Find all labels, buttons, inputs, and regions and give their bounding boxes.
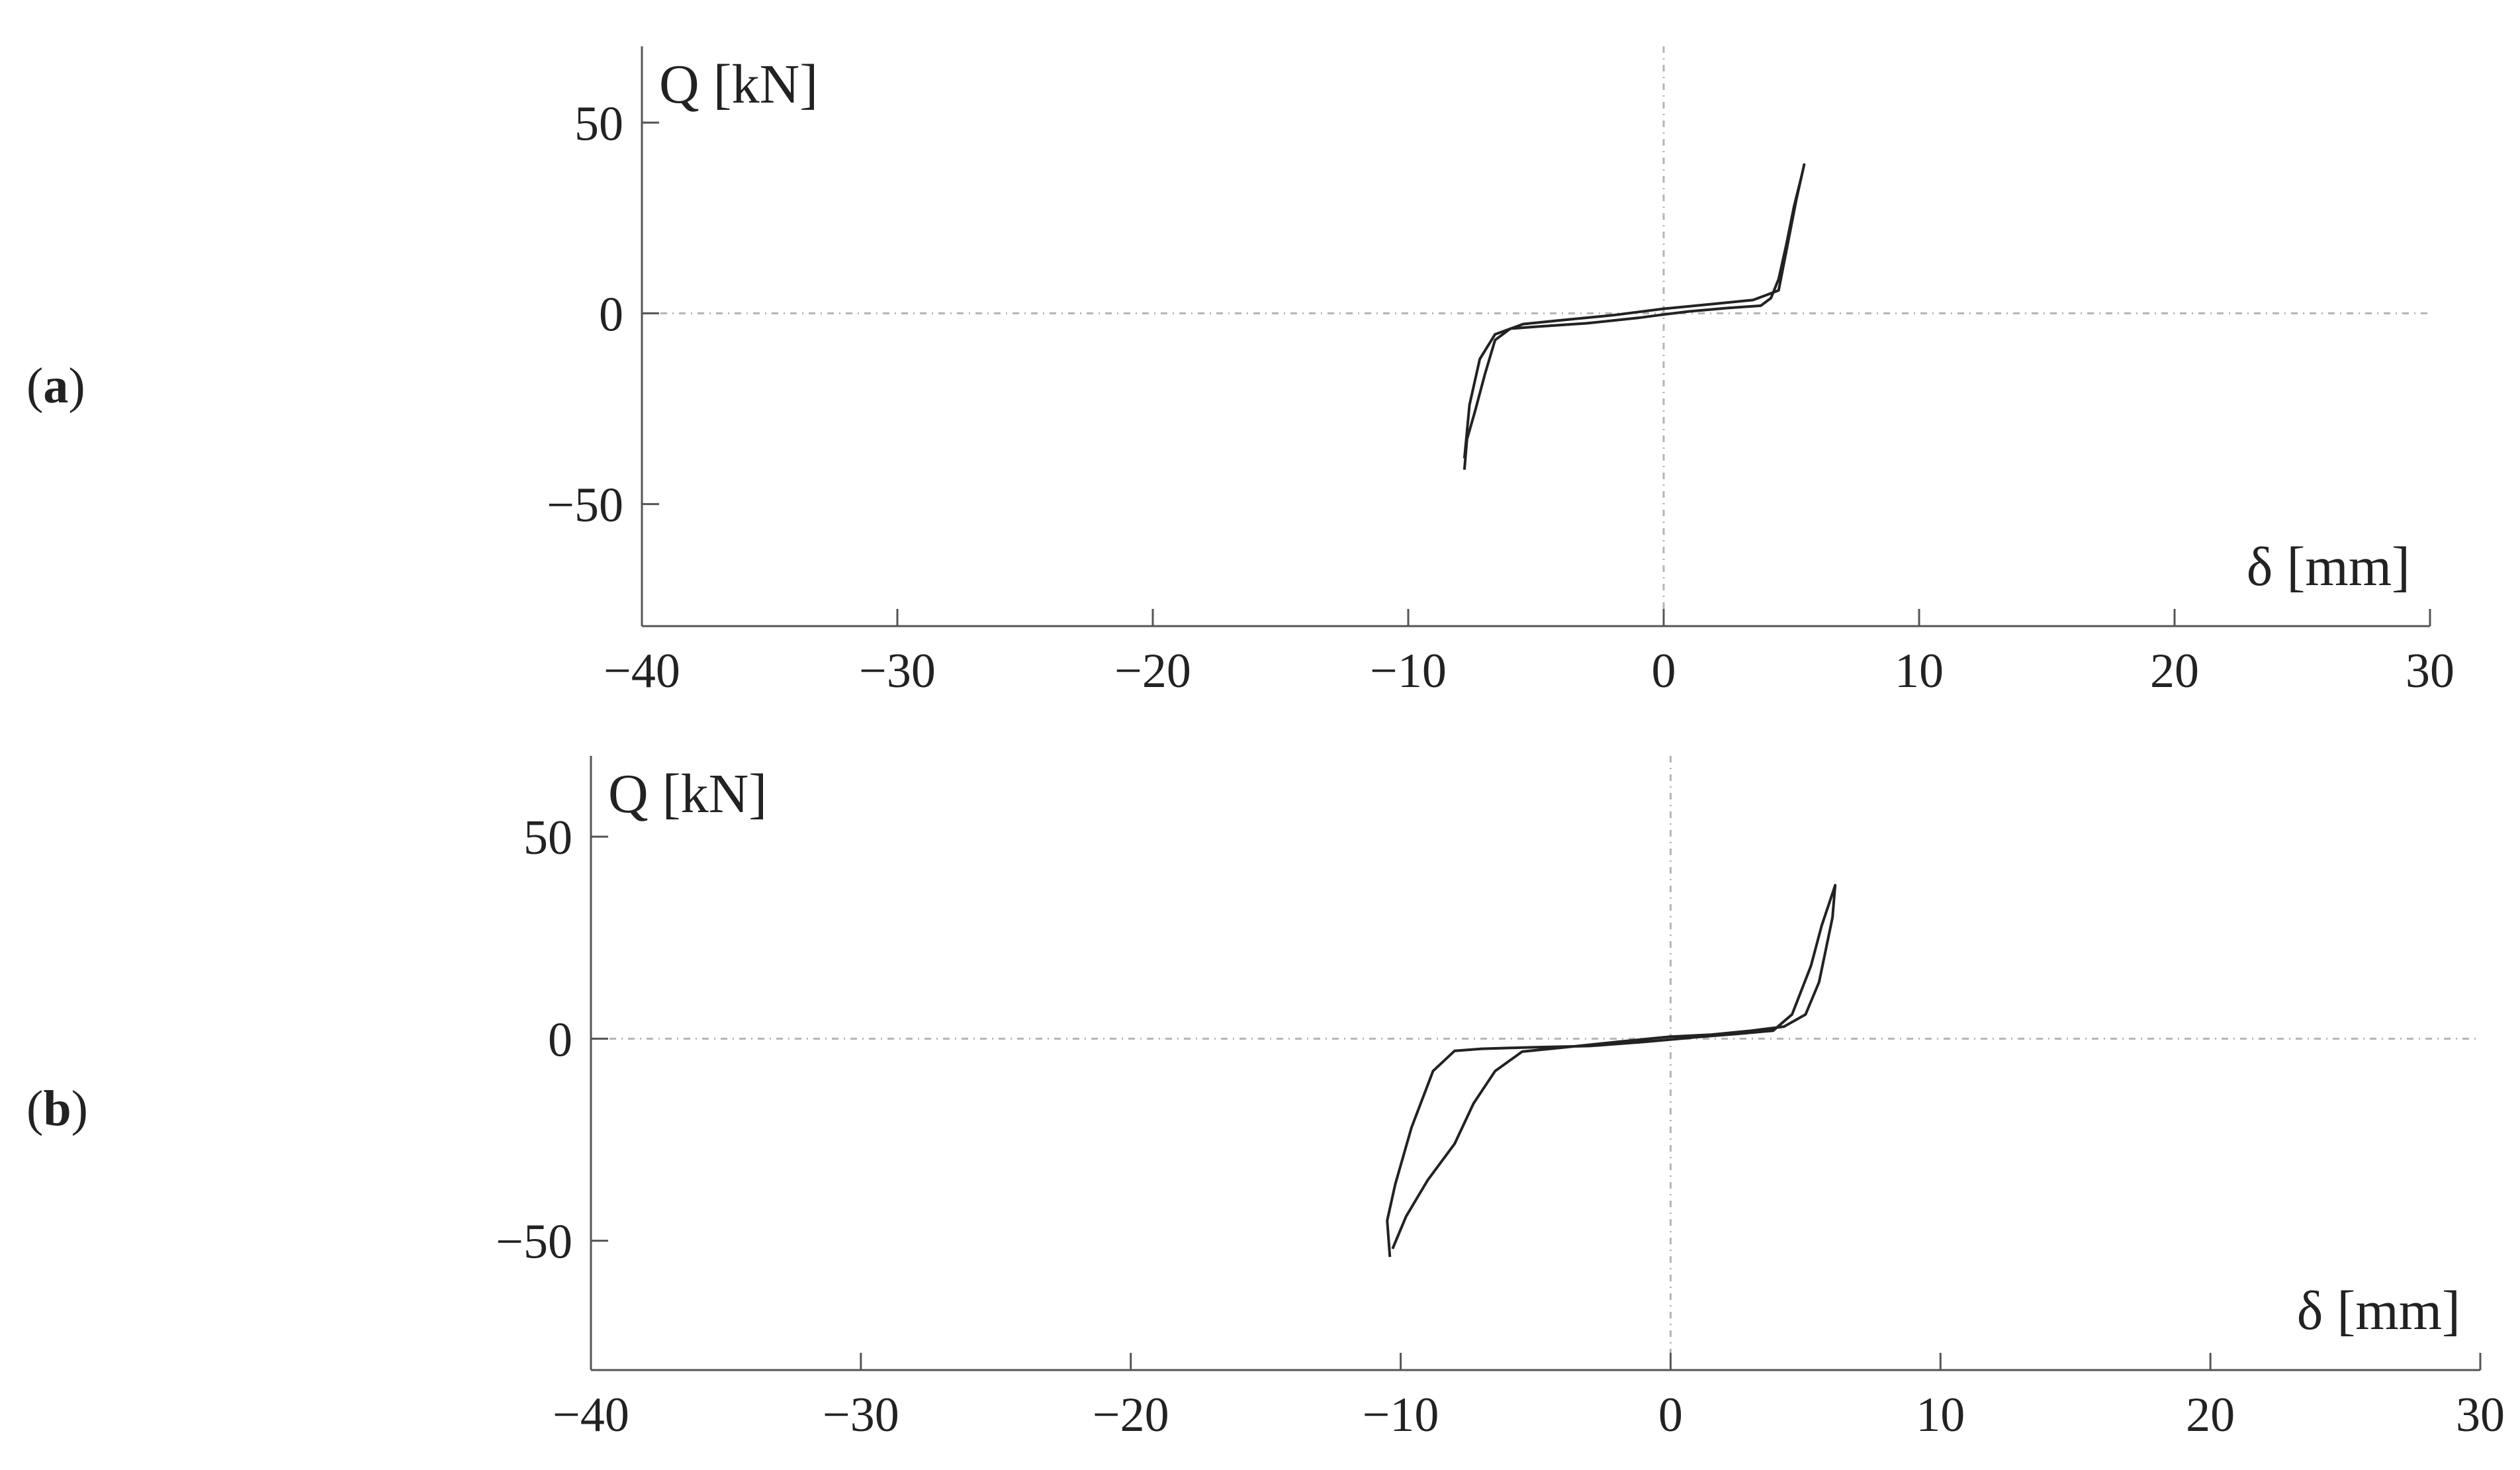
x-tick-label: 0 (1658, 1388, 1683, 1442)
x-tick-label: −10 (1370, 644, 1447, 698)
x-tick-label: −20 (1114, 644, 1191, 698)
y-tick-label: 0 (548, 1013, 572, 1067)
y-tick-label: −50 (547, 479, 623, 533)
x-tick-label: 30 (2406, 644, 2454, 698)
y-tick-label: 50 (574, 97, 623, 151)
x-tick-label: −10 (1363, 1388, 1439, 1442)
y-axis-label: Q [kN] (659, 54, 818, 115)
x-axis-label: δ [mm] (2247, 536, 2410, 598)
x-tick-label: −40 (553, 1388, 629, 1442)
x-tick-label: −20 (1093, 1388, 1169, 1442)
x-tick-label: −30 (823, 1388, 899, 1442)
series-line-1 (1462, 163, 1806, 470)
panels: −40 −30 −20 −10 0 10 20 30 50 0 −50 Q [kN] δ [mm] (a)… (26, 46, 2505, 1442)
x-tick-label: −40 (604, 644, 680, 698)
x-tick-label: 20 (2186, 1388, 2235, 1442)
panel-label: (b) (26, 1081, 88, 1136)
x-tick-label: 10 (1916, 1388, 1965, 1442)
x-tick-label: −30 (859, 644, 936, 698)
chart-panel-a: −40 −30 −20 −10 0 10 20 30 50 0 −50 Q [kN] δ [mm] (a) (26, 46, 2454, 698)
y-axis-label: Q [kN] (608, 763, 767, 825)
x-tick-label: 10 (1895, 644, 1944, 698)
x-tick-label: 20 (2150, 644, 2199, 698)
x-tick-label: 0 (1652, 644, 1676, 698)
chart-panel-b: −40 −30 −20 −10 0 10 20 30 50 0 −50 Q [kN] δ [mm] (b) (26, 756, 2505, 1442)
y-tick-label: 0 (599, 287, 623, 342)
y-tick-label: 50 (523, 811, 572, 865)
y-tick-label: −50 (496, 1215, 572, 1269)
x-axis-label: δ [mm] (2297, 1280, 2460, 1342)
panel-label: (a) (26, 358, 85, 414)
x-tick-label: 30 (2456, 1388, 2505, 1442)
series-line-1 (1386, 884, 1837, 1258)
